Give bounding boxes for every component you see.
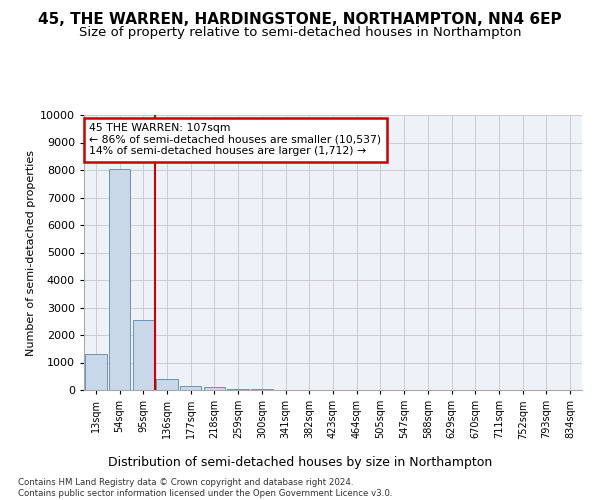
- Bar: [133, 320, 154, 390]
- Text: 45 THE WARREN: 107sqm
← 86% of semi-detached houses are smaller (10,537)
14% of : 45 THE WARREN: 107sqm ← 86% of semi-deta…: [89, 123, 381, 156]
- Bar: [85, 354, 107, 390]
- Bar: [227, 388, 249, 390]
- Text: Size of property relative to semi-detached houses in Northampton: Size of property relative to semi-detach…: [79, 26, 521, 39]
- Bar: [157, 379, 178, 390]
- Y-axis label: Number of semi-detached properties: Number of semi-detached properties: [26, 150, 36, 356]
- Text: 45, THE WARREN, HARDINGSTONE, NORTHAMPTON, NN4 6EP: 45, THE WARREN, HARDINGSTONE, NORTHAMPTO…: [38, 12, 562, 28]
- Bar: [180, 386, 202, 390]
- Bar: [109, 168, 130, 390]
- Text: Contains HM Land Registry data © Crown copyright and database right 2024.
Contai: Contains HM Land Registry data © Crown c…: [18, 478, 392, 498]
- Bar: [204, 387, 225, 390]
- Text: Distribution of semi-detached houses by size in Northampton: Distribution of semi-detached houses by …: [108, 456, 492, 469]
